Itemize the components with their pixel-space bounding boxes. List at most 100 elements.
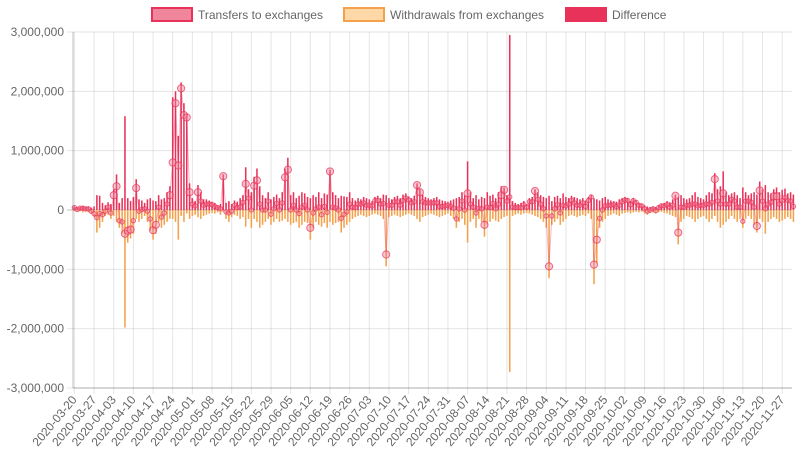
transfer-bar xyxy=(197,185,199,210)
legend-item[interactable]: Withdrawals from exchanges xyxy=(343,7,544,22)
transfer-bar xyxy=(770,193,772,210)
withdrawal-bar xyxy=(107,210,109,215)
transfer-bar xyxy=(242,195,244,210)
difference-point xyxy=(174,161,183,170)
withdrawal-bar xyxy=(674,210,677,218)
transfer-bar xyxy=(719,186,722,210)
difference-point xyxy=(241,179,250,188)
transfer-bar xyxy=(298,195,300,210)
transfer-bar xyxy=(711,193,713,210)
withdrawal-bar xyxy=(166,210,168,222)
transfer-bar xyxy=(733,192,736,210)
difference-point xyxy=(164,201,170,207)
transfer-bar xyxy=(357,198,359,210)
withdrawal-bar xyxy=(590,210,592,219)
transfer-bar xyxy=(643,205,646,210)
difference-point xyxy=(787,198,794,204)
difference-point xyxy=(108,210,114,216)
difference-point xyxy=(492,206,499,212)
difference-point xyxy=(671,191,680,200)
transfer-bar xyxy=(539,195,542,210)
transfer-bar xyxy=(343,196,345,210)
withdrawal-bar xyxy=(287,210,289,222)
transfer-bar xyxy=(421,194,424,210)
transfer-bar xyxy=(317,192,320,210)
difference-point xyxy=(717,201,724,207)
transfer-bar xyxy=(270,199,272,210)
transfer-bar xyxy=(258,186,261,210)
difference-point xyxy=(397,202,403,208)
transfer-bar xyxy=(705,195,708,210)
withdrawal-bar xyxy=(413,210,416,216)
withdrawal-bar xyxy=(82,210,84,213)
transfer-bar xyxy=(351,198,354,210)
withdrawal-bar xyxy=(188,210,191,219)
withdrawal-bar xyxy=(256,210,258,222)
withdrawal-bar xyxy=(295,210,298,222)
transfer-bar xyxy=(671,199,674,210)
transfer-bar xyxy=(683,198,685,210)
withdrawal-bar xyxy=(666,210,668,214)
transfer-bar xyxy=(508,34,511,210)
withdrawal-bar xyxy=(200,210,202,219)
withdrawal-bar xyxy=(486,210,489,225)
legend-item[interactable]: Transfers to exchanges xyxy=(151,7,323,22)
transfer-bar xyxy=(230,204,233,210)
difference-point xyxy=(306,223,315,232)
withdrawal-bar xyxy=(163,210,166,225)
withdrawal-bar xyxy=(146,210,149,222)
transfer-bar xyxy=(247,189,250,210)
transfer-bar xyxy=(256,168,258,210)
difference-point xyxy=(192,203,198,209)
withdrawal-bar xyxy=(494,210,497,221)
withdrawal-bar xyxy=(565,210,567,219)
transfer-bar xyxy=(590,194,592,210)
legend-label: Withdrawals from exchanges xyxy=(390,8,544,22)
transfer-bar xyxy=(160,199,163,210)
transfer-bar xyxy=(216,205,219,210)
difference-point xyxy=(324,209,330,216)
transfer-bar xyxy=(792,194,795,210)
withdrawal-bar xyxy=(258,210,261,228)
withdrawal-bar xyxy=(478,210,480,219)
transfer-bar xyxy=(472,198,474,210)
transfer-bar xyxy=(534,189,536,210)
difference-point xyxy=(529,198,535,205)
withdrawal-bar xyxy=(208,210,210,214)
withdrawal-bar xyxy=(691,210,694,219)
transfer-bar xyxy=(360,199,362,210)
transfer-bar xyxy=(758,181,761,210)
difference-point xyxy=(543,213,549,219)
legend-item[interactable]: Difference xyxy=(565,7,667,22)
withdrawal-bar xyxy=(730,210,733,216)
transfer-bar xyxy=(177,135,180,210)
difference-point xyxy=(740,218,746,224)
transfer-bar xyxy=(548,195,550,210)
difference-point xyxy=(470,204,476,210)
transfer-bar xyxy=(163,198,166,210)
transfer-bar xyxy=(542,196,545,210)
difference-point xyxy=(755,186,764,195)
transfer-bar xyxy=(76,207,78,210)
withdrawal-bar xyxy=(323,210,326,224)
withdrawal-bar xyxy=(76,210,78,212)
transfer-bar xyxy=(640,204,643,210)
difference-point xyxy=(478,206,485,212)
transfer-bar xyxy=(385,195,387,210)
transfer-bar xyxy=(253,176,255,210)
transfer-bar xyxy=(610,200,612,210)
withdrawal-bar xyxy=(587,210,590,214)
transfer-bar xyxy=(713,173,716,210)
transfer-bar xyxy=(567,198,570,210)
difference-point xyxy=(109,191,118,200)
withdrawal-bar xyxy=(253,210,255,219)
difference-point xyxy=(185,188,194,197)
withdrawal-bar xyxy=(688,210,691,218)
difference-point xyxy=(296,210,302,217)
difference-point xyxy=(338,215,344,222)
withdrawal-bar xyxy=(500,210,503,219)
withdrawal-bar xyxy=(242,210,244,218)
withdrawal-bar xyxy=(663,210,665,213)
withdrawal-bar xyxy=(270,210,272,225)
difference-point xyxy=(751,204,757,210)
